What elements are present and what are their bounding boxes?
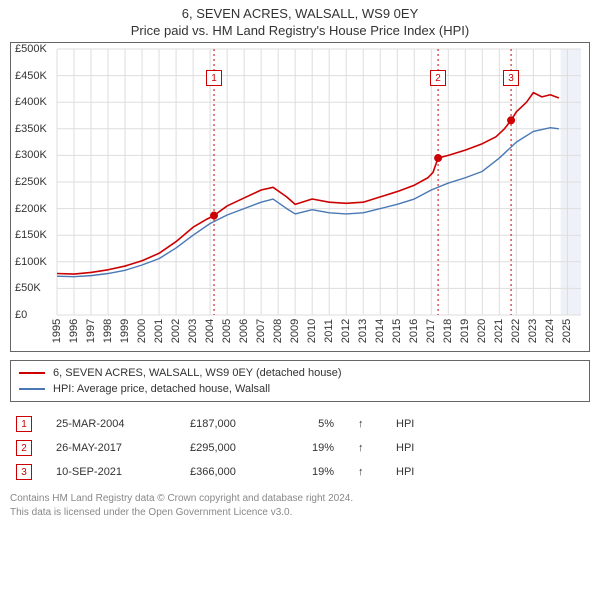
x-tick-label: 2002 bbox=[170, 319, 182, 343]
x-tick-label: 1995 bbox=[51, 319, 63, 343]
event-row: 1 25-MAR-2004 £187,000 5% ↑ HPI bbox=[10, 412, 590, 436]
y-tick-label: £200K bbox=[15, 203, 47, 215]
event-number: 2 bbox=[16, 440, 32, 456]
event-hpi-label: HPI bbox=[396, 466, 414, 478]
chart-marker-1: 1 bbox=[206, 70, 222, 86]
plot-area bbox=[57, 49, 581, 315]
x-tick-label: 2000 bbox=[136, 319, 148, 343]
event-pct: 5% bbox=[294, 418, 334, 430]
x-tick-label: 2024 bbox=[544, 319, 556, 343]
event-price: £295,000 bbox=[190, 442, 270, 454]
x-tick-label: 2020 bbox=[476, 319, 488, 343]
legend: 6, SEVEN ACRES, WALSALL, WS9 0EY (detach… bbox=[10, 360, 590, 402]
footer-line-1: Contains HM Land Registry data © Crown c… bbox=[10, 492, 590, 506]
y-tick-label: £150K bbox=[15, 229, 47, 241]
event-date: 25-MAR-2004 bbox=[56, 418, 166, 430]
legend-row: 6, SEVEN ACRES, WALSALL, WS9 0EY (detach… bbox=[19, 365, 581, 381]
x-tick-label: 2017 bbox=[425, 319, 437, 343]
x-tick-label: 2013 bbox=[357, 319, 369, 343]
x-tick-label: 2004 bbox=[204, 319, 216, 343]
chart-box: £0 £50K £100K £150K £200K £250K £300K £350K £400… bbox=[10, 42, 590, 352]
x-tick-label: 2012 bbox=[340, 319, 352, 343]
event-number: 1 bbox=[16, 416, 32, 432]
x-tick-label: 2003 bbox=[187, 319, 199, 343]
event-pct: 19% bbox=[294, 466, 334, 478]
y-tick-label: £0 bbox=[15, 309, 27, 321]
event-pct: 19% bbox=[294, 442, 334, 454]
x-tick-label: 2010 bbox=[306, 319, 318, 343]
legend-label: 6, SEVEN ACRES, WALSALL, WS9 0EY (detach… bbox=[53, 367, 342, 379]
x-tick-label: 2011 bbox=[323, 319, 335, 343]
x-tick-label: 2023 bbox=[527, 319, 539, 343]
event-hpi-label: HPI bbox=[396, 442, 414, 454]
x-tick-label: 2001 bbox=[153, 319, 165, 343]
y-tick-label: £300K bbox=[15, 149, 47, 161]
legend-label: HPI: Average price, detached house, Wals… bbox=[53, 383, 270, 395]
figure-root: 6, SEVEN ACRES, WALSALL, WS9 0EY Price p… bbox=[0, 0, 600, 527]
footer-line-2: This data is licensed under the Open Gov… bbox=[10, 506, 590, 520]
x-tick-label: 1999 bbox=[119, 319, 131, 343]
x-tick-label: 2025 bbox=[561, 319, 573, 343]
title-main: 6, SEVEN ACRES, WALSALL, WS9 0EY bbox=[10, 6, 590, 21]
x-tick-label: 2018 bbox=[442, 319, 454, 343]
event-number: 3 bbox=[16, 464, 32, 480]
chart-marker-3: 3 bbox=[503, 70, 519, 86]
title-sub: Price paid vs. HM Land Registry's House … bbox=[10, 23, 590, 38]
y-tick-label: £50K bbox=[15, 282, 41, 294]
y-tick-label: £100K bbox=[15, 256, 47, 268]
footer: Contains HM Land Registry data © Crown c… bbox=[10, 492, 590, 519]
events-table: 1 25-MAR-2004 £187,000 5% ↑ HPI 2 26-MAY-2017 £2… bbox=[10, 412, 590, 484]
title-block: 6, SEVEN ACRES, WALSALL, WS9 0EY Price p… bbox=[10, 6, 590, 38]
x-tick-label: 2007 bbox=[255, 319, 267, 343]
event-date: 26-MAY-2017 bbox=[56, 442, 166, 454]
x-tick-label: 2008 bbox=[272, 319, 284, 343]
legend-swatch bbox=[19, 372, 45, 374]
x-tick-label: 2022 bbox=[510, 319, 522, 343]
event-price: £187,000 bbox=[190, 418, 270, 430]
event-row: 2 26-MAY-2017 £295,000 19% ↑ HPI bbox=[10, 436, 590, 460]
event-hpi-label: HPI bbox=[396, 418, 414, 430]
legend-swatch bbox=[19, 388, 45, 390]
y-tick-label: £400K bbox=[15, 96, 47, 108]
y-tick-label: £500K bbox=[15, 43, 47, 55]
chart-marker-2: 2 bbox=[430, 70, 446, 86]
x-tick-label: 2009 bbox=[289, 319, 301, 343]
x-tick-label: 2006 bbox=[238, 319, 250, 343]
plot-svg bbox=[57, 49, 581, 315]
x-tick-label: 1998 bbox=[102, 319, 114, 343]
event-date: 10-SEP-2021 bbox=[56, 466, 166, 478]
x-tick-label: 2019 bbox=[459, 319, 471, 343]
y-tick-label: £350K bbox=[15, 123, 47, 135]
x-tick-label: 2016 bbox=[408, 319, 420, 343]
up-arrow-icon: ↑ bbox=[358, 418, 372, 430]
x-tick-label: 1996 bbox=[68, 319, 80, 343]
x-tick-label: 2015 bbox=[391, 319, 403, 343]
x-tick-label: 2014 bbox=[374, 319, 386, 343]
event-price: £366,000 bbox=[190, 466, 270, 478]
x-tick-label: 1997 bbox=[85, 319, 97, 343]
x-tick-label: 2005 bbox=[221, 319, 233, 343]
legend-row: HPI: Average price, detached house, Wals… bbox=[19, 381, 581, 397]
y-tick-label: £450K bbox=[15, 70, 47, 82]
event-row: 3 10-SEP-2021 £366,000 19% ↑ HPI bbox=[10, 460, 590, 484]
up-arrow-icon: ↑ bbox=[358, 466, 372, 478]
x-tick-label: 2021 bbox=[493, 319, 505, 343]
up-arrow-icon: ↑ bbox=[358, 442, 372, 454]
y-tick-label: £250K bbox=[15, 176, 47, 188]
